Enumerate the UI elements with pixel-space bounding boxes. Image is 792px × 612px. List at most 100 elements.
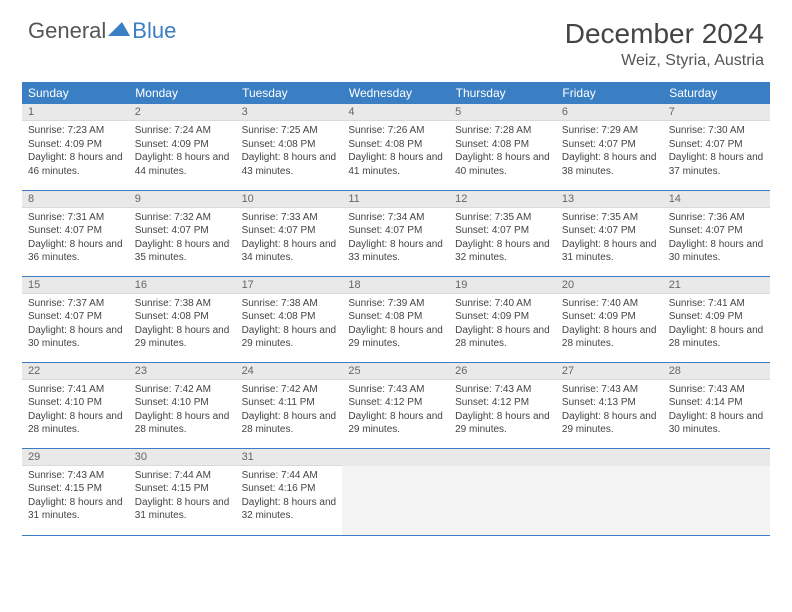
sunrise-text: Sunrise: 7:44 AM <box>135 469 230 483</box>
sunrise-text: Sunrise: 7:38 AM <box>242 297 337 311</box>
calendar-cell: 8Sunrise: 7:31 AMSunset: 4:07 PMDaylight… <box>22 190 129 276</box>
daylight-text: Daylight: 8 hours and 29 minutes. <box>455 410 550 437</box>
logo: General Blue <box>28 18 176 44</box>
day-body: Sunrise: 7:33 AMSunset: 4:07 PMDaylight:… <box>236 208 343 269</box>
empty-day-body <box>449 466 556 535</box>
day-number: 2 <box>129 104 236 121</box>
sunset-text: Sunset: 4:07 PM <box>135 224 230 238</box>
day-number: 20 <box>556 277 663 294</box>
daylight-text: Daylight: 8 hours and 32 minutes. <box>242 496 337 523</box>
sunrise-text: Sunrise: 7:34 AM <box>348 211 443 225</box>
calendar-row: 29Sunrise: 7:43 AMSunset: 4:15 PMDayligh… <box>22 448 770 535</box>
calendar-cell: 17Sunrise: 7:38 AMSunset: 4:08 PMDayligh… <box>236 276 343 362</box>
calendar-cell: 12Sunrise: 7:35 AMSunset: 4:07 PMDayligh… <box>449 190 556 276</box>
calendar-cell: 21 Sunrise: 7:41 AMSunset: 4:09 PMDayligh… <box>663 276 770 362</box>
weekday-header: Thursday <box>449 82 556 104</box>
sunset-text: Sunset: 4:09 PM <box>562 310 657 324</box>
sunset-text: Sunset: 4:07 PM <box>242 224 337 238</box>
day-body: Sunrise: 7:26 AMSunset: 4:08 PMDaylight:… <box>342 121 449 182</box>
sunset-text: Sunset: 4:10 PM <box>135 396 230 410</box>
sunrise-text: Sunrise: 7:24 AM <box>135 124 230 138</box>
sunrise-text: Sunrise: 7:41 AM <box>669 297 764 311</box>
sunrise-text: Sunrise: 7:32 AM <box>135 211 230 225</box>
sunrise-text: Sunrise: 7:40 AM <box>455 297 550 311</box>
sunrise-text: Sunrise: 7:35 AM <box>562 211 657 225</box>
daylight-text: Daylight: 8 hours and 34 minutes. <box>242 238 337 265</box>
calendar-cell: 6Sunrise: 7:29 AMSunset: 4:07 PMDaylight… <box>556 104 663 190</box>
day-body: Sunrise: 7:29 AMSunset: 4:07 PMDaylight:… <box>556 121 663 182</box>
daylight-text: Daylight: 8 hours and 28 minutes. <box>455 324 550 351</box>
sunset-text: Sunset: 4:09 PM <box>669 310 764 324</box>
day-body: Sunrise: 7:25 AMSunset: 4:08 PMDaylight:… <box>236 121 343 182</box>
day-body: Sunrise: 7:24 AMSunset: 4:09 PMDaylight:… <box>129 121 236 182</box>
calendar-cell <box>342 448 449 535</box>
calendar-cell: 16Sunrise: 7:38 AMSunset: 4:08 PMDayligh… <box>129 276 236 362</box>
day-number: 25 <box>342 363 449 380</box>
empty-day-body <box>556 466 663 535</box>
calendar-cell: 10Sunrise: 7:33 AMSunset: 4:07 PMDayligh… <box>236 190 343 276</box>
calendar-cell: 7Sunrise: 7:30 AMSunset: 4:07 PMDaylight… <box>663 104 770 190</box>
calendar-cell: 27Sunrise: 7:43 AMSunset: 4:13 PMDayligh… <box>556 362 663 448</box>
day-body: Sunrise: 7:35 AMSunset: 4:07 PMDaylight:… <box>556 208 663 269</box>
day-body: Sunrise: 7:44 AMSunset: 4:16 PMDaylight:… <box>236 466 343 527</box>
day-number: 9 <box>129 191 236 208</box>
daylight-text: Daylight: 8 hours and 38 minutes. <box>562 151 657 178</box>
calendar-cell: 13Sunrise: 7:35 AMSunset: 4:07 PMDayligh… <box>556 190 663 276</box>
day-body: Sunrise: 7:43 AMSunset: 4:12 PMDaylight:… <box>342 380 449 441</box>
sunrise-text: Sunrise: 7:43 AM <box>348 383 443 397</box>
day-number: 29 <box>22 449 129 466</box>
day-number: 21 <box>663 277 770 294</box>
day-number: 31 <box>236 449 343 466</box>
day-number: 12 <box>449 191 556 208</box>
calendar-row: 1Sunrise: 7:23 AMSunset: 4:09 PMDaylight… <box>22 104 770 190</box>
day-number: 11 <box>342 191 449 208</box>
sunrise-text: Sunrise: 7:33 AM <box>242 211 337 225</box>
sunrise-text: Sunrise: 7:28 AM <box>455 124 550 138</box>
sunrise-text: Sunrise: 7:36 AM <box>669 211 764 225</box>
triangle-icon <box>108 20 130 43</box>
sunrise-text: Sunrise: 7:43 AM <box>669 383 764 397</box>
empty-day-number <box>342 449 449 466</box>
daylight-text: Daylight: 8 hours and 31 minutes. <box>562 238 657 265</box>
sunrise-text: Sunrise: 7:31 AM <box>28 211 123 225</box>
daylight-text: Daylight: 8 hours and 28 minutes. <box>562 324 657 351</box>
daylight-text: Daylight: 8 hours and 28 minutes. <box>242 410 337 437</box>
title-block: December 2024 Weiz, Styria, Austria <box>565 18 764 70</box>
daylight-text: Daylight: 8 hours and 30 minutes. <box>28 324 123 351</box>
sunset-text: Sunset: 4:07 PM <box>669 224 764 238</box>
daylight-text: Daylight: 8 hours and 28 minutes. <box>669 324 764 351</box>
day-body: Sunrise: 7:40 AMSunset: 4:09 PMDaylight:… <box>449 294 556 355</box>
weekday-header: Tuesday <box>236 82 343 104</box>
sunset-text: Sunset: 4:08 PM <box>242 138 337 152</box>
day-number: 5 <box>449 104 556 121</box>
sunset-text: Sunset: 4:09 PM <box>455 310 550 324</box>
day-number: 24 <box>236 363 343 380</box>
sunset-text: Sunset: 4:12 PM <box>348 396 443 410</box>
sunrise-text: Sunrise: 7:41 AM <box>28 383 123 397</box>
calendar-row: 15Sunrise: 7:37 AMSunset: 4:07 PMDayligh… <box>22 276 770 362</box>
daylight-text: Daylight: 8 hours and 31 minutes. <box>28 496 123 523</box>
calendar-cell: 11Sunrise: 7:34 AMSunset: 4:07 PMDayligh… <box>342 190 449 276</box>
sunset-text: Sunset: 4:07 PM <box>562 138 657 152</box>
sunset-text: Sunset: 4:08 PM <box>348 310 443 324</box>
calendar-cell: 30Sunrise: 7:44 AMSunset: 4:15 PMDayligh… <box>129 448 236 535</box>
daylight-text: Daylight: 8 hours and 29 minutes. <box>348 410 443 437</box>
day-body: Sunrise: 7:43 AMSunset: 4:14 PMDaylight:… <box>663 380 770 441</box>
day-body: Sunrise: 7:28 AMSunset: 4:08 PMDaylight:… <box>449 121 556 182</box>
day-body: Sunrise: 7:43 AMSunset: 4:13 PMDaylight:… <box>556 380 663 441</box>
empty-day-number <box>449 449 556 466</box>
month-title: December 2024 <box>565 18 764 50</box>
daylight-text: Daylight: 8 hours and 30 minutes. <box>669 410 764 437</box>
sunset-text: Sunset: 4:09 PM <box>28 138 123 152</box>
day-number: 17 <box>236 277 343 294</box>
logo-text-general: General <box>28 18 106 44</box>
weekday-header: Friday <box>556 82 663 104</box>
calendar-cell: 3Sunrise: 7:25 AMSunset: 4:08 PMDaylight… <box>236 104 343 190</box>
weekday-header: Saturday <box>663 82 770 104</box>
day-body: Sunrise: 7:31 AMSunset: 4:07 PMDaylight:… <box>22 208 129 269</box>
calendar-cell: 31Sunrise: 7:44 AMSunset: 4:16 PMDayligh… <box>236 448 343 535</box>
daylight-text: Daylight: 8 hours and 44 minutes. <box>135 151 230 178</box>
sunset-text: Sunset: 4:16 PM <box>242 482 337 496</box>
sunset-text: Sunset: 4:08 PM <box>348 138 443 152</box>
calendar-cell <box>663 448 770 535</box>
